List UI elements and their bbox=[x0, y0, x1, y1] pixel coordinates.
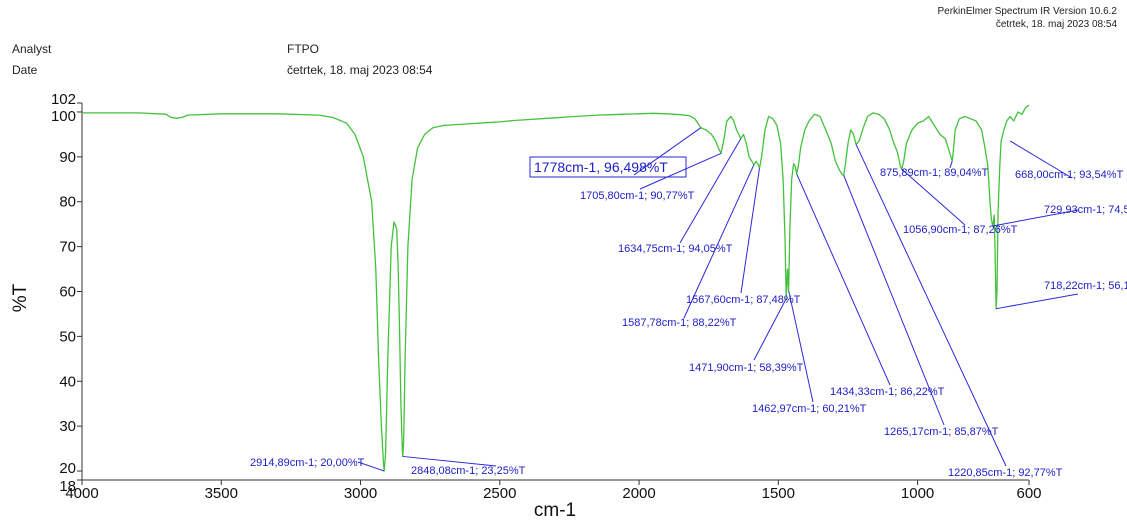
y-tick-label: 18 bbox=[59, 478, 76, 495]
annotation-leader bbox=[796, 173, 891, 386]
peak-annotation: 1705,80cm-1; 90,77%T bbox=[580, 152, 722, 202]
date-label: Date bbox=[12, 63, 38, 77]
peak-annotation: 1567,60cm-1; 87,48%T bbox=[686, 168, 801, 306]
annotation-leader bbox=[639, 152, 722, 190]
annotation-leader bbox=[683, 164, 755, 319]
annotation-leader bbox=[1009, 140, 1073, 179]
x-tick-label: 600 bbox=[1016, 485, 1041, 502]
peak-label: 2848,08cm-1; 23,25%T bbox=[411, 465, 526, 477]
peak-annotation: 875,89cm-1; 89,04%T bbox=[880, 161, 989, 179]
chart-ticks: 4000 3500 3000 2500 2000 1500 1000 600182030405… bbox=[51, 91, 1042, 502]
annotation-leader bbox=[995, 293, 1079, 310]
chart-annotations: 2914,89cm-1; 20,00%T 2848,08cm-1; 23,25%T… bbox=[250, 127, 1127, 479]
y-tick-label: 60 bbox=[59, 284, 76, 301]
peak-label: 1471,90cm-1; 58,39%T bbox=[689, 362, 804, 374]
peak-label: 1634,75cm-1; 94,05%T bbox=[618, 243, 733, 255]
peak-annotation: 1434,33cm-1; 86,22%T bbox=[796, 173, 945, 398]
peak-annotation: 1634,75cm-1; 94,05%T bbox=[618, 138, 742, 255]
annotation-leader bbox=[901, 168, 966, 226]
peak-annotation: 1265,17cm-1; 85,87%T bbox=[843, 175, 999, 438]
annotation-leader bbox=[843, 175, 945, 426]
x-tick-label: 4000 bbox=[65, 485, 98, 502]
y-tick-label: 20 bbox=[59, 460, 76, 477]
annotation-leader bbox=[357, 461, 385, 472]
peak-label: 2914,89cm-1; 20,00%T bbox=[250, 457, 365, 469]
y-tick-label: 50 bbox=[59, 328, 76, 345]
chart-series bbox=[82, 104, 1030, 472]
peak-label: 1434,33cm-1; 86,22%T bbox=[830, 386, 945, 398]
annotation-leader bbox=[633, 127, 702, 176]
x-tick-label: 1000 bbox=[901, 485, 934, 502]
peak-annotation: 1220,85cm-1; 92,77%T bbox=[855, 144, 1063, 479]
peak-annotation: 668,00cm-1; 93,54%T bbox=[1009, 140, 1124, 181]
spectrum-line bbox=[82, 104, 1030, 472]
peak-label: 1587,78cm-1; 88,22%T bbox=[622, 317, 737, 329]
y-tick-label: 40 bbox=[59, 373, 76, 390]
x-tick-label: 2500 bbox=[483, 485, 516, 502]
peak-label-box bbox=[529, 156, 687, 178]
y-tick-label: 102 bbox=[51, 91, 76, 108]
y-tick-label: 90 bbox=[59, 149, 76, 166]
peak-annotation: 1587,78cm-1; 88,22%T bbox=[622, 164, 755, 329]
x-tick-label: 2000 bbox=[622, 485, 655, 502]
annotation-leader bbox=[679, 138, 742, 244]
peak-annotation: 729,93cm-1; 74,59%T bbox=[992, 204, 1127, 227]
date-value: četrtek, 18. maj 2023 08:54 bbox=[287, 63, 433, 77]
peak-label: 729,93cm-1; 74,59%T bbox=[1044, 204, 1127, 216]
analyst-label: Analyst bbox=[12, 42, 52, 56]
x-axis-label: cm-1 bbox=[534, 500, 576, 520]
peak-label: 1265,17cm-1; 85,87%T bbox=[884, 426, 999, 438]
peak-annotation: 1471,90cm-1; 58,39%T bbox=[689, 298, 804, 374]
annotation-leader bbox=[788, 290, 814, 403]
annotation-leader bbox=[740, 168, 760, 294]
peak-label-boxed: 1778cm-1, 96,498%T bbox=[534, 159, 668, 175]
y-axis-label: %T bbox=[10, 283, 31, 312]
x-tick-label: 1500 bbox=[762, 485, 795, 502]
x-tick-label: 3000 bbox=[344, 485, 377, 502]
peak-label: 1567,60cm-1; 87,48%T bbox=[686, 294, 801, 306]
x-tick-label: 3500 bbox=[205, 485, 238, 502]
peak-annotation: 1462,97cm-1; 60,21%T bbox=[752, 290, 867, 415]
software-version: PerkinElmer Spectrum IR Version 10.6.2 bbox=[937, 6, 1117, 17]
software-date: četrtek, 18. maj 2023 08:54 bbox=[995, 19, 1117, 30]
peak-annotation: 1778cm-1, 96,498%T bbox=[529, 127, 702, 178]
y-tick-label: 70 bbox=[59, 239, 76, 256]
peak-label: 1705,80cm-1; 90,77%T bbox=[580, 190, 695, 202]
annotation-leader bbox=[402, 455, 497, 467]
peak-label: 875,89cm-1; 89,04%T bbox=[880, 167, 989, 179]
peak-annotation: 2914,89cm-1; 20,00%T bbox=[250, 457, 385, 472]
peak-label: 1462,97cm-1; 60,21%T bbox=[752, 403, 867, 415]
peak-label: 718,22cm-1; 56,17%T bbox=[1044, 280, 1127, 292]
peak-label: 1056,90cm-1; 87,26%T bbox=[903, 224, 1018, 236]
y-tick-label: 100 bbox=[51, 108, 76, 125]
analyst-value: FTPO bbox=[287, 42, 319, 56]
annotation-leader bbox=[753, 298, 787, 361]
annotation-leader bbox=[992, 209, 1079, 227]
y-tick-label: 80 bbox=[59, 194, 76, 211]
annotation-leader bbox=[949, 161, 953, 169]
peak-label: 1220,85cm-1; 92,77%T bbox=[948, 467, 1063, 479]
y-tick-label: 30 bbox=[59, 418, 76, 435]
annotation-leader bbox=[855, 144, 1007, 467]
peak-annotation: 718,22cm-1; 56,17%T bbox=[995, 280, 1127, 310]
peak-annotation: 1056,90cm-1; 87,26%T bbox=[901, 168, 1018, 236]
peak-annotation: 2848,08cm-1; 23,25%T bbox=[402, 455, 526, 477]
peak-label: 668,00cm-1; 93,54%T bbox=[1015, 169, 1124, 181]
